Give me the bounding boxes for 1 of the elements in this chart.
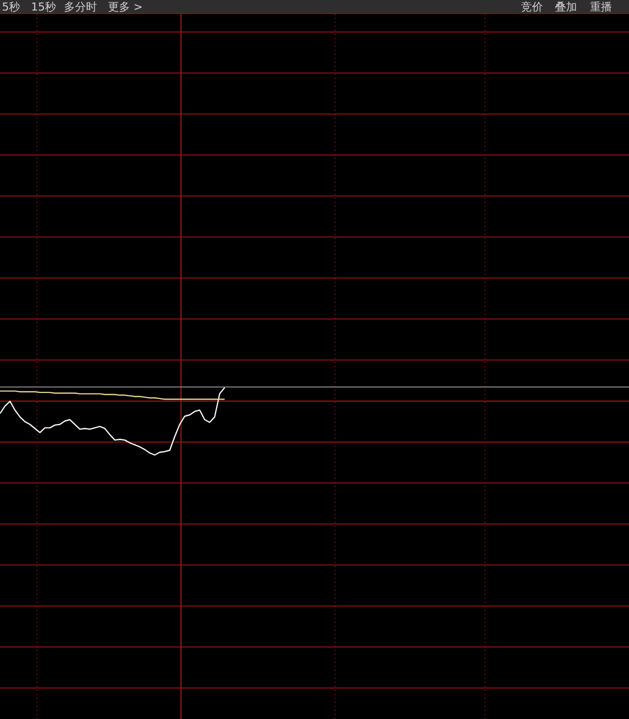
toolbar: 5秒 15秒 多分时 更多 > 竞价 叠加 重播 <box>0 0 629 14</box>
